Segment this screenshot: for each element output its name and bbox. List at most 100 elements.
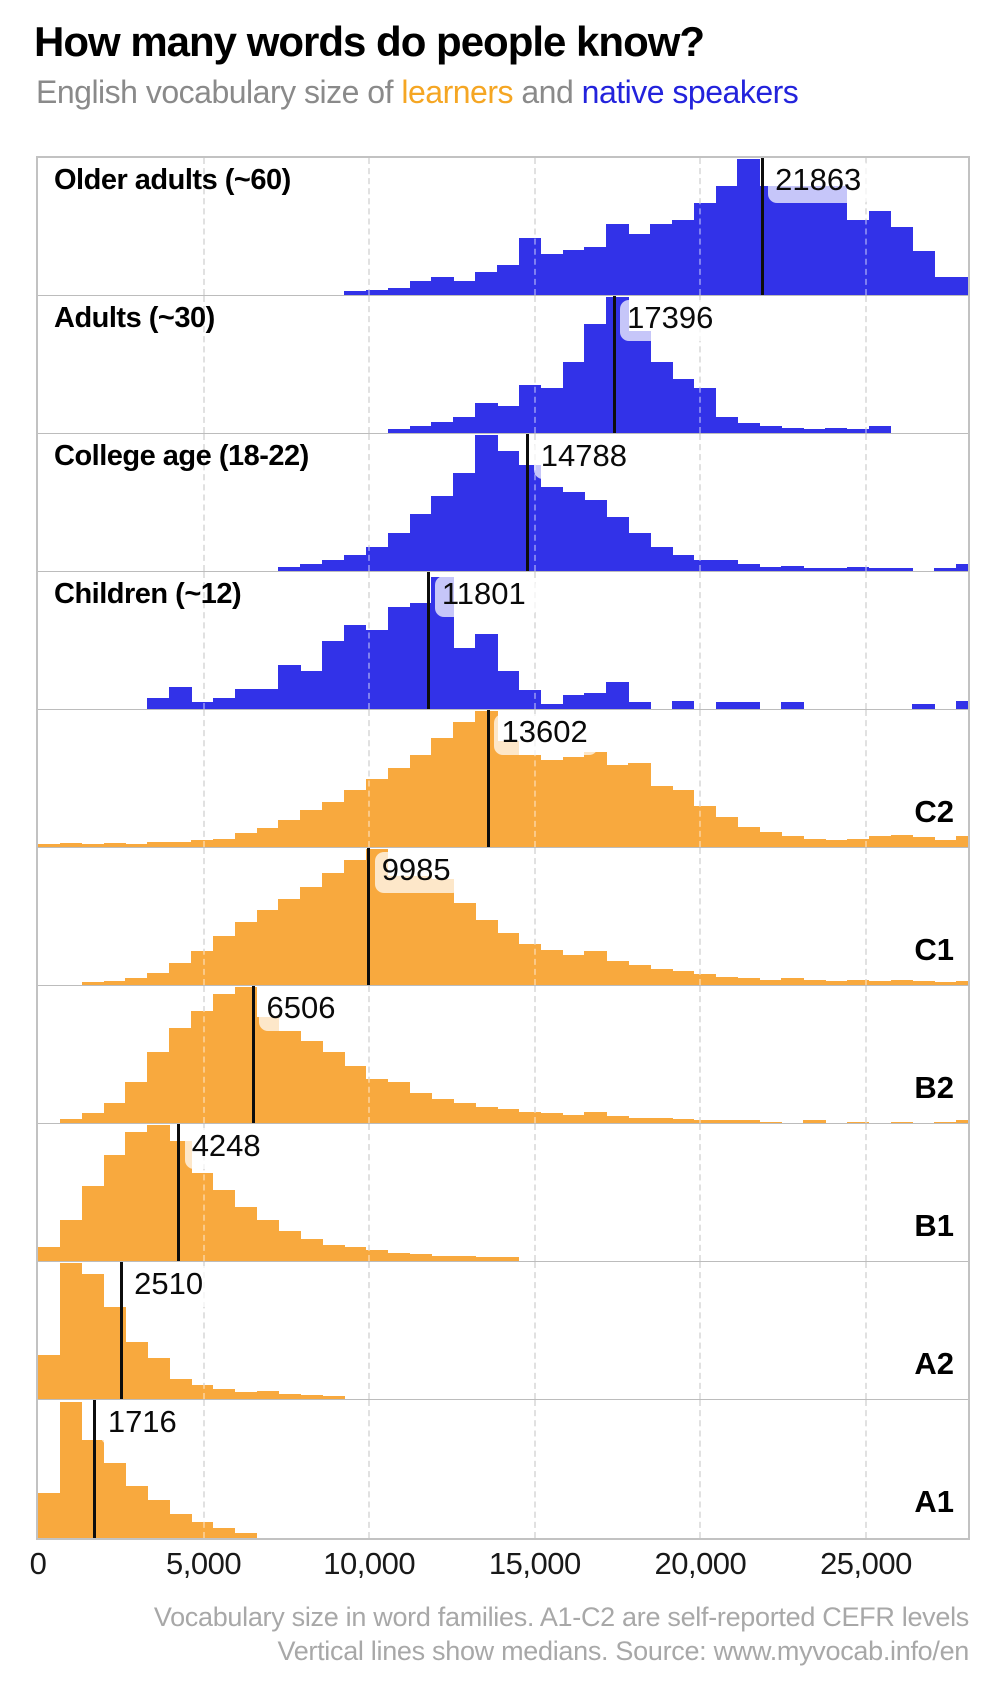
histogram-bar bbox=[518, 1112, 542, 1123]
histogram-bar bbox=[475, 403, 498, 433]
histogram-bar bbox=[191, 1385, 214, 1399]
histogram-bar bbox=[628, 762, 651, 847]
gridline-overlay bbox=[699, 1400, 702, 1538]
median-value-label: 14788 bbox=[533, 438, 637, 479]
histogram-bar bbox=[956, 564, 968, 571]
histogram-bar bbox=[934, 277, 957, 295]
panel-c1: 9985 C1 bbox=[38, 848, 968, 986]
histogram-bar bbox=[38, 1247, 61, 1261]
histogram-bar bbox=[497, 670, 520, 709]
histogram-bar bbox=[365, 1250, 389, 1261]
histogram-bar bbox=[81, 1113, 105, 1123]
panel-label-children-12: Children (~12) bbox=[54, 578, 242, 610]
panel-label-a2: A2 bbox=[914, 1346, 954, 1381]
x-tick-label: 25,000 bbox=[820, 1546, 912, 1581]
gridline-overlay bbox=[699, 1124, 702, 1261]
histogram-bar bbox=[387, 876, 411, 985]
histogram-bar bbox=[606, 1116, 629, 1123]
histogram-bar bbox=[300, 810, 323, 847]
median-value-label: 9985 bbox=[374, 852, 461, 893]
histogram-bar bbox=[453, 903, 476, 985]
median-line bbox=[119, 1262, 123, 1399]
histogram-bar bbox=[169, 963, 192, 985]
gridline-overlay bbox=[864, 296, 867, 433]
gridline-overlay bbox=[202, 434, 205, 571]
histogram-bar bbox=[344, 789, 367, 847]
gridline-overlay bbox=[864, 1400, 867, 1538]
gridline-overlay bbox=[202, 158, 205, 295]
histogram-bar bbox=[803, 428, 826, 433]
histogram-bar bbox=[212, 936, 236, 985]
histogram-bar bbox=[956, 980, 968, 985]
histogram-bar bbox=[475, 1256, 498, 1261]
gridline bbox=[368, 296, 371, 433]
gridline bbox=[533, 1400, 536, 1538]
histogram-bar bbox=[300, 564, 323, 571]
gridline bbox=[699, 848, 702, 985]
gridline bbox=[864, 572, 867, 709]
gridline-overlay bbox=[533, 572, 536, 709]
gridline-overlay bbox=[202, 1124, 205, 1261]
histogram-bar bbox=[103, 842, 127, 847]
histogram-bar bbox=[956, 1120, 968, 1123]
gridline bbox=[699, 710, 702, 847]
histogram-bar bbox=[475, 634, 498, 709]
x-axis: 0 5,000 10,000 15,000 20,000 25,000 bbox=[0, 1546, 999, 1586]
histogram-bar bbox=[562, 1114, 586, 1123]
gridline-overlay bbox=[699, 986, 702, 1123]
histogram-bar bbox=[540, 703, 564, 709]
histogram-bar bbox=[278, 566, 301, 571]
gridline bbox=[533, 296, 536, 433]
histogram-bar bbox=[300, 1394, 323, 1399]
gridline bbox=[202, 158, 205, 295]
histogram-bar bbox=[759, 1121, 782, 1123]
histogram-bar bbox=[344, 624, 367, 709]
histogram-bar bbox=[300, 887, 323, 985]
histogram-bar bbox=[781, 702, 804, 709]
histogram-bar bbox=[59, 1263, 83, 1399]
histogram-bar bbox=[540, 759, 564, 847]
histogram-bar bbox=[365, 289, 389, 295]
histogram-ridgeline-chart: 21863 Older adults (~60) 17396 Adults (~30)… bbox=[36, 156, 970, 1540]
histogram-bar bbox=[824, 186, 848, 295]
histogram-bar bbox=[803, 568, 826, 571]
gridline-overlay bbox=[368, 986, 371, 1123]
gridline bbox=[202, 1400, 205, 1538]
histogram-bar bbox=[584, 951, 607, 985]
histogram-bar bbox=[715, 560, 739, 571]
chart-subtitle: English vocabulary size of learners and … bbox=[36, 74, 799, 111]
gridline bbox=[699, 296, 702, 433]
histogram-bar bbox=[890, 227, 913, 295]
x-tick-label: 20,000 bbox=[654, 1546, 747, 1581]
histogram-bar bbox=[497, 451, 520, 571]
histogram-bar bbox=[147, 1125, 170, 1261]
gridline bbox=[864, 1400, 867, 1538]
gridline-overlay bbox=[368, 1124, 371, 1261]
histogram-bar bbox=[737, 826, 760, 847]
histogram-bar bbox=[868, 568, 892, 571]
panel-label-adults-30: Adults (~30) bbox=[54, 302, 215, 334]
histogram-bar bbox=[453, 416, 476, 433]
histogram-bar bbox=[846, 838, 870, 847]
histogram-bar bbox=[125, 978, 148, 985]
histogram-bar bbox=[606, 681, 629, 709]
gridline-overlay bbox=[202, 1400, 205, 1538]
histogram-bar bbox=[453, 281, 476, 295]
histogram-bar bbox=[256, 910, 280, 985]
histogram-bar bbox=[518, 944, 542, 985]
histogram-bar bbox=[387, 607, 411, 709]
gridline bbox=[533, 986, 536, 1123]
median-value-label: 21863 bbox=[768, 162, 872, 203]
histogram-bar bbox=[365, 779, 389, 847]
histogram-bar bbox=[278, 819, 301, 847]
gridline-overlay bbox=[864, 986, 867, 1123]
histogram-bar bbox=[715, 976, 739, 985]
gridline bbox=[864, 710, 867, 847]
footer-line-1: Vocabulary size in word families. A1-C2 … bbox=[153, 1602, 969, 1632]
histogram-bar bbox=[650, 362, 673, 433]
gridline bbox=[699, 1400, 702, 1538]
histogram-bar bbox=[497, 933, 520, 985]
median-line bbox=[526, 434, 530, 571]
panel-label-older-adults: Older adults (~60) bbox=[54, 164, 291, 196]
gridline-overlay bbox=[864, 1124, 867, 1261]
